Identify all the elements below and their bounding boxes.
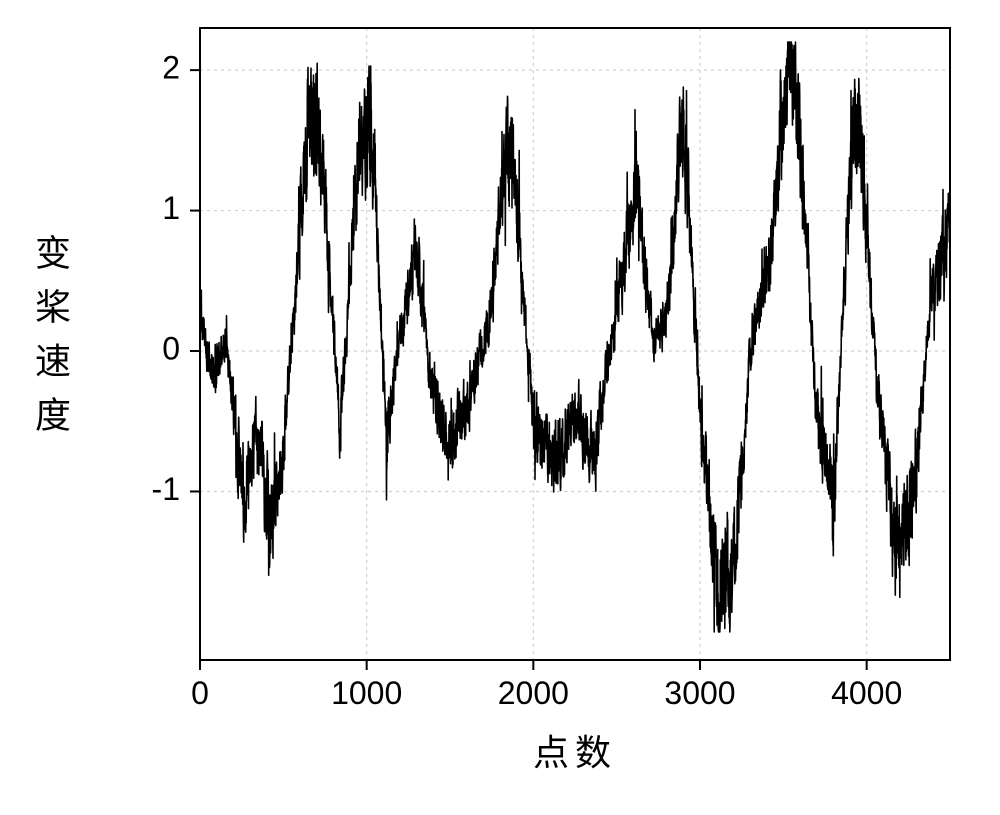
x-tick-label: 1000 (331, 675, 402, 711)
x-tick-label: 2000 (498, 675, 569, 711)
x-axis-label: 点数 (200, 724, 950, 776)
x-tick-label: 0 (191, 675, 209, 711)
chart-container: 变桨速度 0 1000 2000 3000 4000 -1 0 1 2 点数 (0, 0, 1000, 815)
y-tick-label: 1 (162, 190, 180, 226)
y-tick-label: -1 (152, 471, 180, 507)
line-chart: 0 1000 2000 3000 4000 -1 0 1 2 (0, 0, 1000, 815)
y-tick-label: 0 (162, 330, 180, 366)
y-tick-label: 2 (162, 50, 180, 86)
x-tick-label: 4000 (831, 675, 902, 711)
y-axis-label: 变桨速度 (24, 234, 76, 450)
x-tick-label: 3000 (664, 675, 735, 711)
